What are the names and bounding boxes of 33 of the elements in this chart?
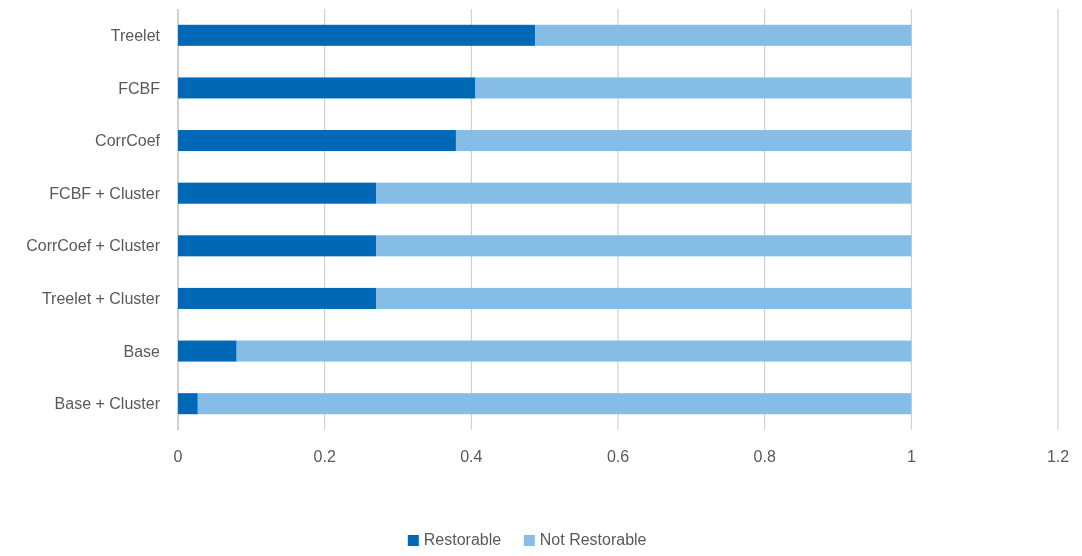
x-tick-label: 0.4 xyxy=(460,448,483,465)
bar xyxy=(178,130,456,152)
y-tick-label: CorrCoef xyxy=(95,132,161,150)
bar xyxy=(376,287,912,309)
x-tick-label: 0 xyxy=(173,448,183,465)
bar xyxy=(197,393,912,415)
x-tick-label: 0.8 xyxy=(753,448,776,465)
bar xyxy=(455,130,912,152)
legend-label: Restorable xyxy=(423,531,502,548)
x-tick-label: 0.6 xyxy=(606,448,630,465)
bar xyxy=(178,235,376,257)
y-tick-label: FCBF + Cluster xyxy=(49,184,161,202)
y-tick-label: Treelet xyxy=(110,26,161,44)
bar xyxy=(178,287,376,309)
bar xyxy=(178,77,475,99)
y-tick-label: Base xyxy=(123,342,161,360)
bar xyxy=(178,182,376,204)
x-tick-label: 0.2 xyxy=(313,448,336,465)
y-tick-label: Base + Cluster xyxy=(54,395,161,413)
bar xyxy=(475,77,912,99)
y-tick-label: CorrCoef + Cluster xyxy=(26,237,161,255)
bar xyxy=(178,340,237,362)
bar xyxy=(236,340,912,362)
y-tick-label: Treelet + Cluster xyxy=(41,290,161,308)
x-tick-label: 1.2 xyxy=(1046,448,1070,465)
bar xyxy=(376,235,912,257)
x-tick-label: 1 xyxy=(906,448,916,465)
bar xyxy=(376,182,912,204)
bar xyxy=(535,24,912,46)
legend-label: Not Restorable xyxy=(539,531,647,548)
bar xyxy=(178,24,536,46)
y-tick-label: FCBF xyxy=(118,79,161,97)
bar xyxy=(178,393,198,415)
